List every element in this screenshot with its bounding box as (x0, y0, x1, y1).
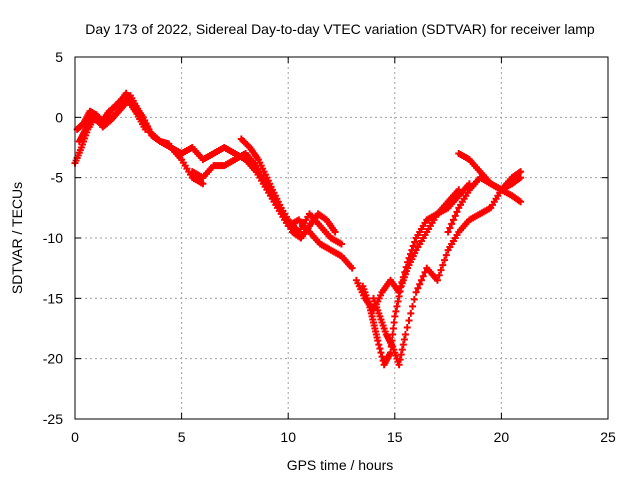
data-point (396, 356, 404, 364)
data-point (401, 268, 409, 276)
data-point (377, 349, 385, 357)
data-point (404, 258, 412, 266)
data-point (390, 318, 398, 326)
data-point (394, 297, 402, 305)
data-point (416, 280, 424, 288)
data-point (398, 346, 406, 354)
y-tick-label: 0 (55, 109, 63, 125)
data-point (405, 254, 413, 262)
data-point (437, 266, 445, 274)
data-point (407, 309, 415, 317)
data-point (199, 180, 207, 188)
data-point (395, 288, 403, 296)
y-tick-label: -15 (43, 290, 63, 306)
data-point (417, 276, 425, 284)
data-point (449, 216, 457, 224)
data-point (517, 198, 525, 206)
data-point (411, 238, 419, 246)
data-point (414, 284, 422, 292)
data-point (375, 341, 383, 349)
x-tick-label: 0 (71, 429, 79, 445)
y-axis-label: SDTVAR / TECUs (9, 182, 25, 294)
data-point (400, 336, 408, 344)
data-point (451, 212, 459, 220)
y-tick-label: -5 (51, 170, 64, 186)
data-point (409, 302, 417, 310)
x-tick-label: 25 (600, 429, 616, 445)
data-point (517, 168, 525, 176)
x-tick-label: 10 (280, 429, 296, 445)
x-tick-label: 5 (178, 429, 186, 445)
data-point (453, 208, 461, 216)
data-point (409, 242, 417, 250)
series-arc3 (73, 96, 149, 133)
data-point (448, 220, 456, 228)
data-point (441, 256, 449, 264)
data-point (399, 273, 407, 281)
y-tick-label: -20 (43, 351, 63, 367)
data-point (403, 323, 411, 331)
data-point (435, 271, 443, 279)
y-tick-label: -10 (43, 230, 63, 246)
data-point (397, 351, 405, 359)
grid-lines (75, 57, 608, 419)
data-point (395, 361, 403, 369)
data-point (444, 228, 452, 236)
x-tick-label: 20 (494, 429, 510, 445)
series-arc6 (237, 135, 339, 242)
data-point (410, 295, 418, 303)
data-point (406, 250, 414, 258)
data-point (401, 331, 409, 339)
data-point (433, 276, 441, 284)
data-point (374, 337, 382, 345)
data-point (393, 302, 401, 310)
data-point (405, 316, 413, 324)
x-axis-label: GPS time / hours (287, 457, 394, 473)
y-tick-label: -25 (43, 411, 63, 427)
data-point (439, 261, 447, 269)
data-point (396, 283, 404, 291)
data-point (331, 228, 339, 236)
y-tick-label: 5 (55, 49, 63, 65)
data-point (398, 278, 406, 286)
data-point (389, 325, 397, 332)
axis-ticks: 0 5 10 15 20 25 5 0 -5 -10 -15 -20 -25 (43, 49, 616, 445)
data-point (376, 345, 384, 353)
series-arc11 (444, 174, 525, 236)
data-points (71, 89, 525, 369)
data-point (389, 331, 397, 339)
data-point (402, 263, 410, 271)
data-point (399, 341, 407, 349)
data-point (338, 240, 345, 248)
data-point (442, 251, 450, 259)
data-point (391, 312, 399, 320)
data-point (408, 246, 416, 254)
series-arc9 (369, 168, 525, 369)
data-point (392, 307, 400, 315)
data-point (412, 288, 420, 296)
data-point (517, 174, 525, 182)
chart-title: Day 173 of 2022, Sidereal Day-to-day VTE… (85, 21, 595, 37)
data-point (378, 353, 386, 361)
data-point (141, 125, 149, 133)
data-point (348, 264, 356, 272)
data-point (419, 272, 427, 280)
x-tick-label: 15 (387, 429, 403, 445)
data-point (446, 224, 454, 232)
